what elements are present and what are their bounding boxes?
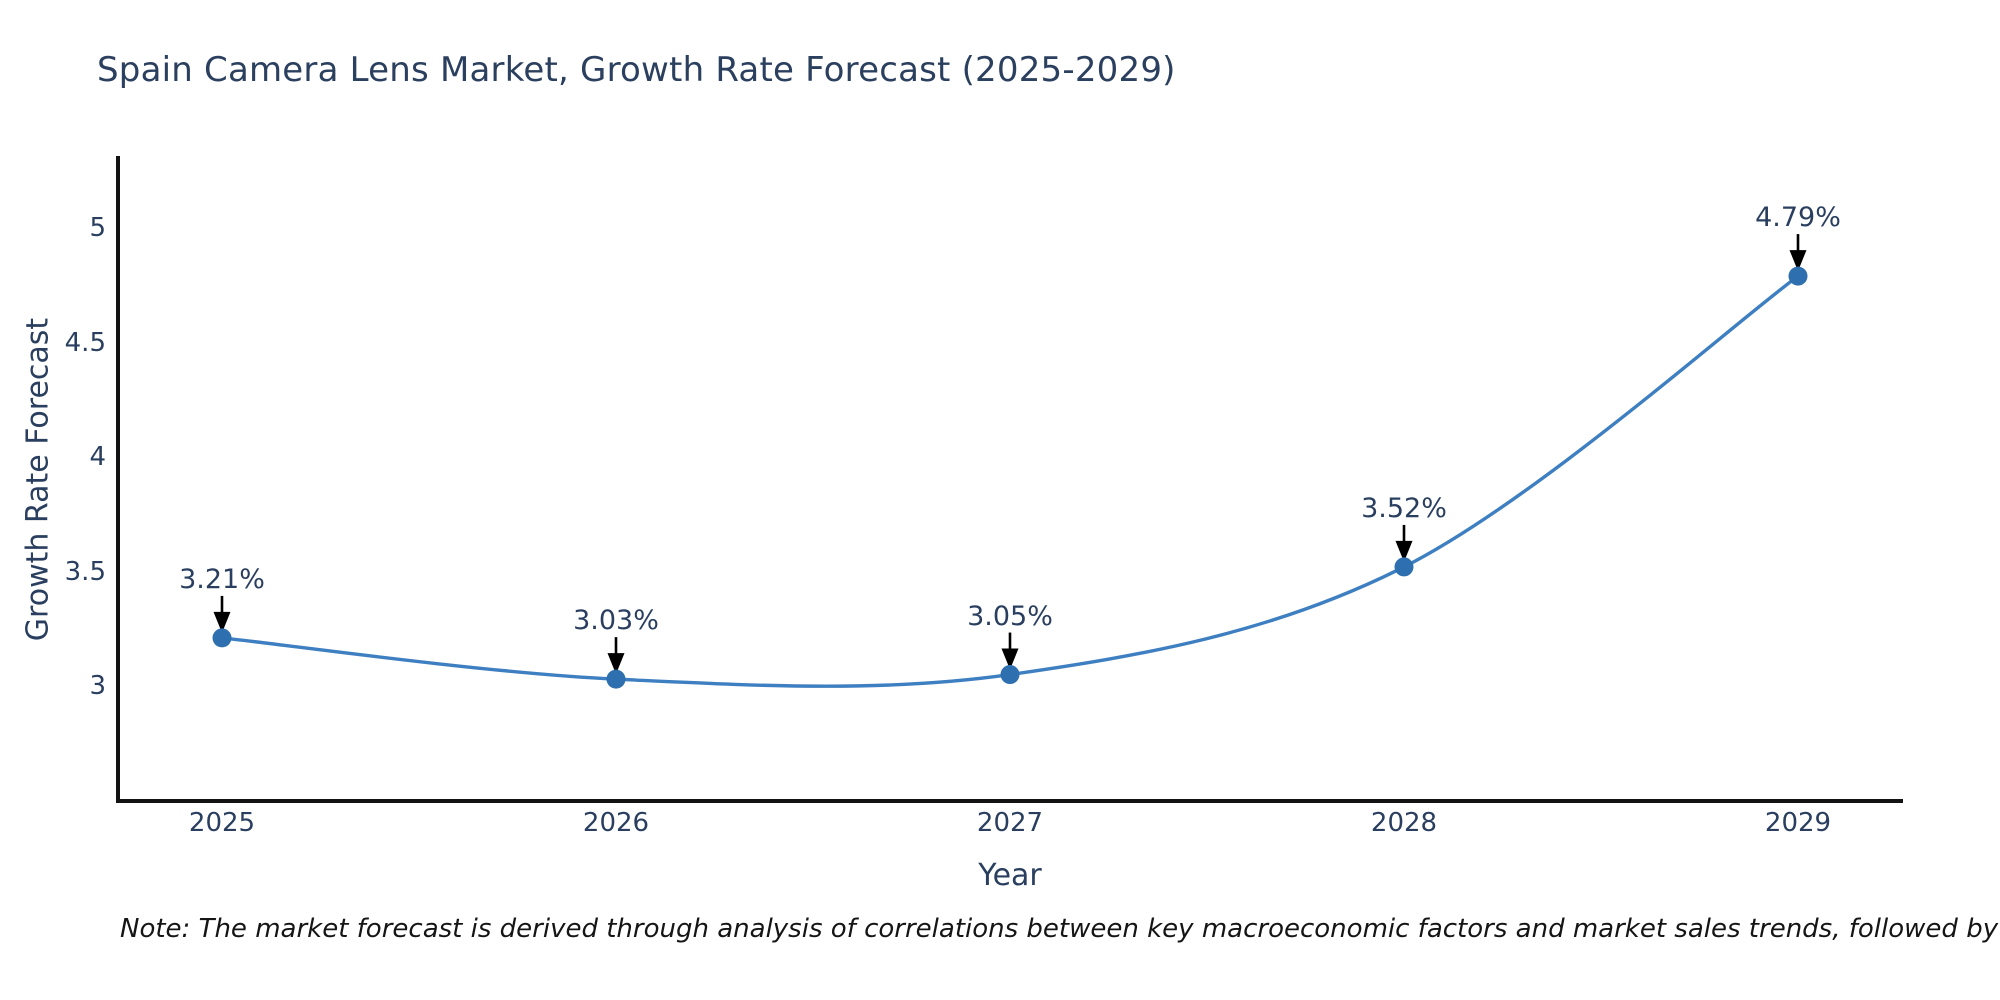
- data-point-annotation: 3.05%: [967, 600, 1053, 632]
- x-axis-title: Year: [978, 858, 1042, 893]
- y-tick-label: 5: [89, 213, 106, 243]
- y-tick-label: 3.5: [64, 556, 106, 587]
- y-tick-label: 4.5: [64, 327, 106, 358]
- data-point-annotation: 3.21%: [179, 563, 265, 595]
- chart-title: Spain Camera Lens Market, Growth Rate Fo…: [97, 50, 1176, 90]
- y-tick-label: 3: [89, 671, 106, 701]
- annotation-arrow-head: [1001, 648, 1019, 670]
- data-point-marker[interactable]: [1394, 557, 1414, 577]
- data-point-marker[interactable]: [1000, 665, 1020, 685]
- data-point-marker[interactable]: [606, 669, 626, 689]
- data-point-annotation: 3.52%: [1361, 492, 1447, 524]
- x-tick-label: 2025: [188, 808, 256, 838]
- annotation-arrow-head: [213, 611, 231, 633]
- annotation-arrow-head: [607, 653, 625, 675]
- x-tick-label: 2027: [976, 808, 1044, 838]
- data-point-marker[interactable]: [212, 628, 232, 648]
- data-point-marker[interactable]: [1788, 266, 1808, 286]
- y-tick-label: 4: [89, 442, 106, 472]
- footnote: Note: The market forecast is derived thr…: [120, 914, 2000, 944]
- data-point-annotation: 3.03%: [573, 605, 659, 637]
- x-tick-label: 2026: [582, 808, 650, 838]
- forecast-line: [221, 274, 1800, 688]
- annotation-arrow-head: [1395, 540, 1413, 562]
- x-tick-label: 2028: [1370, 808, 1438, 838]
- data-point-annotation: 4.79%: [1755, 202, 1841, 234]
- x-tick-label: 2029: [1764, 808, 1832, 838]
- annotation-arrow-head: [1789, 250, 1807, 272]
